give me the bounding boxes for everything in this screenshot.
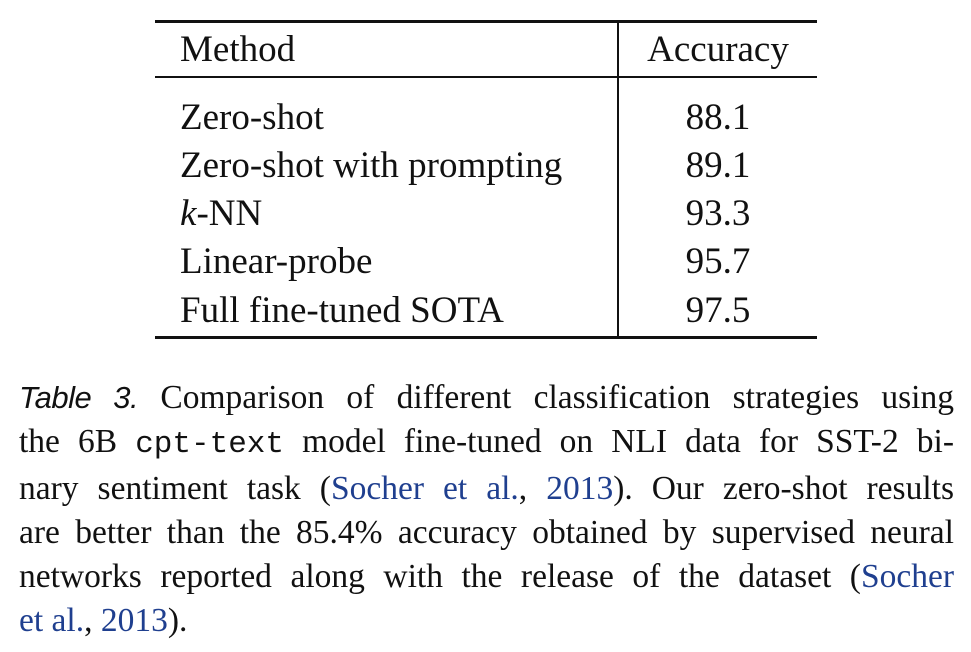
caption-label: Table 3. <box>19 380 139 415</box>
table-caption: Table 3. Comparison of different classif… <box>19 376 954 643</box>
citation-link-year[interactable]: 2013 <box>100 602 168 639</box>
method-k-prefix: k <box>180 193 197 234</box>
accuracy-cell: 97.5 <box>685 290 751 331</box>
caption-line: nary sentiment task (Socher et al., 2013… <box>19 470 954 507</box>
method-cell: Full fine-tuned SOTA <box>155 286 619 338</box>
caption-line: et al., 2013). <box>19 602 188 639</box>
method-cell: Zero-shot with prompting <box>155 142 619 190</box>
caption-line: are better than the 85.4% accuracy obtai… <box>19 514 954 551</box>
header-accuracy: Accuracy <box>647 28 789 70</box>
caption-line: networks reported along with the release… <box>19 558 954 595</box>
table-row: k-NN 93.3 <box>155 190 817 238</box>
method-cell: Zero-shot <box>155 94 619 142</box>
table-row: Zero-shot with prompting 89.1 <box>155 142 817 190</box>
citation-link-author[interactable]: Socher <box>860 558 954 595</box>
accuracy-cell: 93.3 <box>685 193 751 234</box>
header-method: Method <box>155 21 619 77</box>
results-table: Method Accuracy Zero-shot 88.1 Zero-shot… <box>155 20 817 339</box>
citation-link-author[interactable]: Socher et al. <box>330 470 519 507</box>
citation-link-author[interactable]: et al. <box>19 602 85 639</box>
results-table-container: Method Accuracy Zero-shot 88.1 Zero-shot… <box>155 20 817 339</box>
method-cell: k-NN <box>155 190 619 238</box>
method-cell: Linear-probe <box>155 238 619 286</box>
table-header-row: Method Accuracy <box>155 21 817 77</box>
accuracy-cell: 95.7 <box>685 241 751 282</box>
table-row: Zero-shot 88.1 <box>155 94 817 142</box>
model-name-code: cpt-text <box>135 427 285 462</box>
table-spacer-row <box>155 77 817 94</box>
table-row: Linear-probe 95.7 <box>155 238 817 286</box>
caption-line: Table 3. Comparison of different classif… <box>19 379 954 416</box>
accuracy-cell: 88.1 <box>685 97 751 138</box>
citation-link-year[interactable]: 2013 <box>546 470 614 507</box>
caption-line: the 6B cpt-text model fine-tuned on NLI … <box>19 423 954 462</box>
table-row: Full fine-tuned SOTA 97.5 <box>155 286 817 338</box>
accuracy-cell: 89.1 <box>685 145 751 186</box>
